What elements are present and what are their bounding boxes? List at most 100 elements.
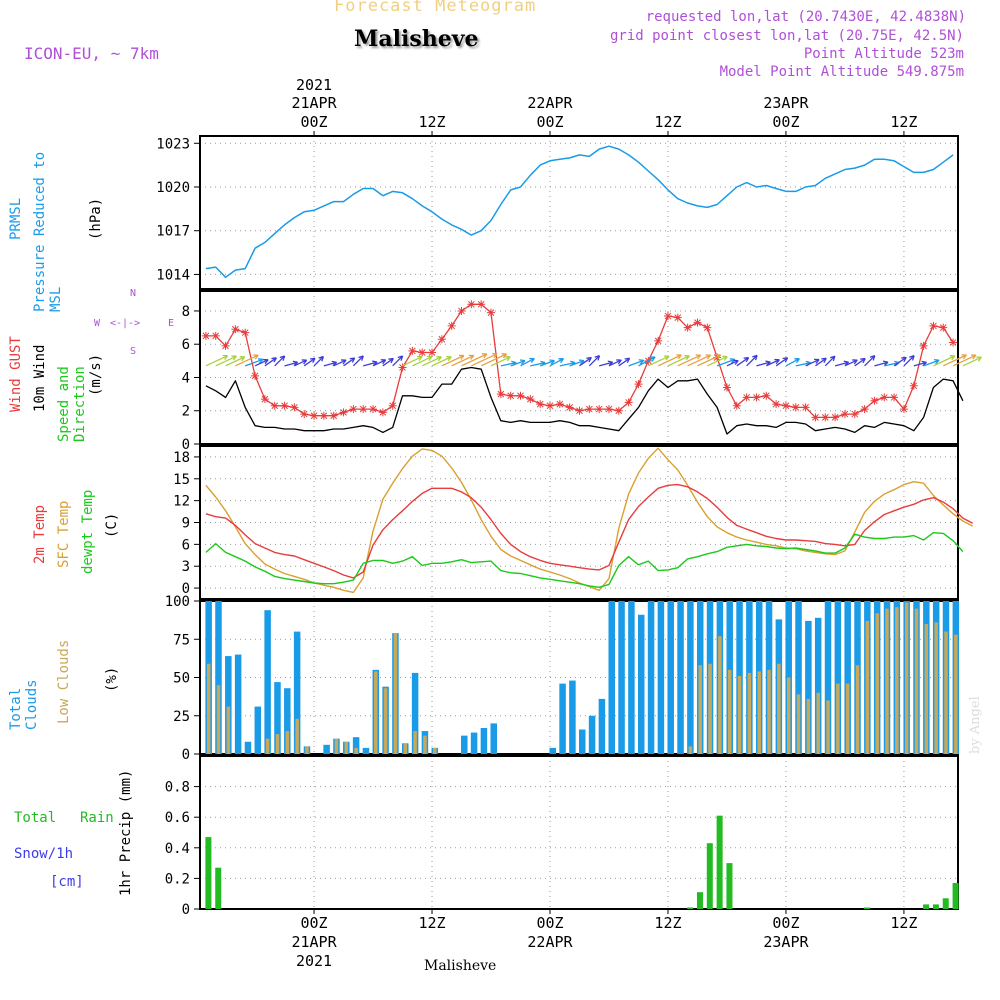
wind-arrow	[785, 358, 800, 367]
wind-arrow	[677, 354, 701, 367]
low-cloud-bar	[855, 665, 860, 754]
wind-arrow-head	[970, 354, 977, 360]
rain-bar	[687, 907, 694, 909]
wind-arrow	[323, 361, 337, 367]
wind-arrow	[648, 355, 670, 367]
wind-arrow	[844, 359, 858, 367]
gust-marker	[899, 405, 908, 414]
wind-arrow	[874, 361, 889, 367]
wind-arrow-head	[318, 355, 324, 362]
y-tick-label: 0	[182, 747, 190, 763]
wind-arrow-head	[722, 355, 728, 361]
wind-arrow-head	[909, 355, 915, 361]
wind-arrow-head	[492, 353, 498, 359]
wind-arrow-head	[705, 354, 711, 360]
wind-speed-line	[205, 366, 964, 435]
total-cloud-bar	[362, 747, 370, 754]
panel-frame	[199, 445, 959, 600]
wind-arrow	[893, 356, 907, 367]
rain-bar	[923, 904, 930, 909]
wind-arrow	[254, 359, 269, 367]
y-tick-label: 6	[182, 537, 190, 553]
gust-marker	[614, 406, 623, 415]
low-cloud-bar	[767, 669, 771, 754]
rain-bar	[952, 882, 959, 909]
gust-marker	[437, 335, 446, 344]
gust-marker	[693, 318, 702, 327]
rain-bar	[706, 843, 713, 909]
gust-marker	[781, 401, 790, 410]
gust-marker	[280, 401, 289, 410]
gust-marker	[673, 313, 682, 322]
gust-marker	[260, 395, 269, 404]
gust-marker	[388, 401, 397, 410]
low-cloud-bar	[747, 672, 752, 754]
wind-arrow-head	[676, 354, 682, 360]
y-tick-label: 2	[182, 404, 190, 420]
total-cloud-bar	[598, 698, 606, 754]
low-cloud-bar	[826, 700, 830, 754]
low-cloud-bar	[836, 683, 840, 754]
y-tick-label: 1020	[156, 180, 190, 196]
wind-arrow-head	[505, 356, 511, 362]
gust-marker	[211, 331, 220, 340]
panel-frame	[199, 135, 959, 290]
date-label-top: 22APR	[527, 94, 573, 112]
wind-arrow	[805, 358, 820, 367]
total-cloud-bar	[687, 601, 694, 754]
low-cloud-bar	[206, 663, 211, 754]
wind-arrow-head	[271, 357, 277, 363]
y-tick-label: 100	[165, 594, 190, 610]
compass-e: E	[168, 318, 175, 329]
wind-arrow-head	[638, 359, 645, 365]
gust-marker	[791, 403, 800, 412]
total-cloud-bar	[234, 654, 242, 754]
gust-marker	[221, 341, 230, 350]
wind-arrow-head	[417, 355, 423, 362]
year-label-bottom: 2021	[296, 952, 332, 970]
rain-bar	[942, 898, 949, 909]
wind-arrow-head	[231, 355, 237, 361]
gust-marker	[496, 390, 505, 399]
total-cloud-bar	[225, 656, 232, 754]
low-cloud-bar	[954, 634, 958, 754]
low-cloud-bar	[295, 718, 299, 754]
wind-arrow	[520, 357, 535, 367]
y-tick-label: 0	[182, 581, 190, 597]
low-cloud-bar	[865, 620, 870, 754]
y-tick-label: 25	[173, 709, 190, 725]
rain-bar	[215, 867, 222, 909]
low-cloud-bar	[393, 633, 398, 754]
wind-arrow	[471, 353, 498, 367]
gust-marker	[418, 348, 427, 357]
low-cloud-bar	[796, 694, 801, 754]
x-tick-label-bottom: 12Z	[418, 914, 445, 932]
wind-arrow-head	[650, 356, 656, 362]
wind-arrow-head	[860, 357, 866, 364]
x-tick-label-top: 00Z	[772, 113, 799, 131]
wind-arrow	[559, 361, 576, 367]
gust-marker	[369, 405, 378, 414]
wind-arrow-head	[624, 357, 631, 363]
wind-arrow-head	[663, 355, 670, 361]
wind-arrow-head	[814, 358, 820, 364]
wind-arrow-head	[257, 358, 264, 364]
wind-arrow	[579, 357, 592, 367]
gust-marker	[300, 410, 309, 419]
y-tick-label: 0.2	[165, 871, 190, 887]
wind-arrow	[854, 357, 866, 367]
total-cloud-bar	[284, 688, 291, 754]
gust-marker	[604, 405, 613, 414]
gust-marker	[447, 321, 456, 330]
wind-arrow	[284, 361, 298, 367]
wind-arrow	[205, 355, 228, 367]
wind-arrow	[245, 358, 264, 367]
low-cloud-bar	[737, 675, 742, 754]
y-tick-label: 0	[182, 902, 190, 918]
x-tick-label-top: 12Z	[418, 113, 445, 131]
total-cloud-bar	[264, 610, 271, 754]
gust-marker	[359, 405, 368, 414]
gust-marker	[909, 381, 918, 390]
